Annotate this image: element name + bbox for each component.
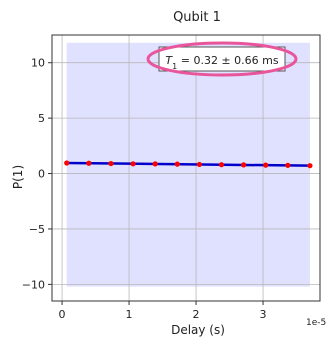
plot-frame xyxy=(51,34,321,302)
y-tick-label: −5 xyxy=(29,223,45,236)
y-tick-label: −10 xyxy=(22,278,45,291)
t1-annotation: T1 = 0.32 ± 0.66 ms xyxy=(146,41,298,77)
x-tick-label: 3 xyxy=(260,308,267,321)
data-point xyxy=(108,160,114,167)
annotation-box xyxy=(158,46,286,72)
data-point xyxy=(174,161,180,167)
annotation-subscript: 1 xyxy=(172,62,177,71)
x-tick-label: 2 xyxy=(193,308,200,321)
x-axis-label: Delay (s) xyxy=(171,323,225,337)
chart-title: Qubit 1 xyxy=(173,10,221,25)
y-tick-label: 0 xyxy=(38,168,45,181)
data-point xyxy=(218,162,225,168)
annotation-symbol: T xyxy=(165,54,173,67)
data-point xyxy=(263,162,269,168)
y-tick-label: 5 xyxy=(38,112,45,125)
highlight-ellipse xyxy=(146,41,298,77)
x-offset-label: 1e-5 xyxy=(306,318,326,328)
data-point xyxy=(64,160,70,166)
data-point xyxy=(130,161,136,167)
annotation-value: = 0.32 ± 0.66 ms xyxy=(177,54,279,67)
x-tick-label: 1 xyxy=(126,308,133,321)
fit-line xyxy=(66,161,310,167)
data-point xyxy=(152,161,158,167)
x-tick-label: 0 xyxy=(59,308,66,321)
data-point xyxy=(307,163,313,169)
y-axis-label: P(1) xyxy=(11,165,25,189)
data-point xyxy=(196,161,202,168)
data-point xyxy=(86,160,92,166)
svg-text:T1 = 0.32 ± 0.66 ms: T1 = 0.32 ± 0.66 ms xyxy=(165,54,278,71)
y-tick-label: 10 xyxy=(31,57,45,70)
data-point xyxy=(285,162,291,168)
data-point xyxy=(241,162,247,168)
